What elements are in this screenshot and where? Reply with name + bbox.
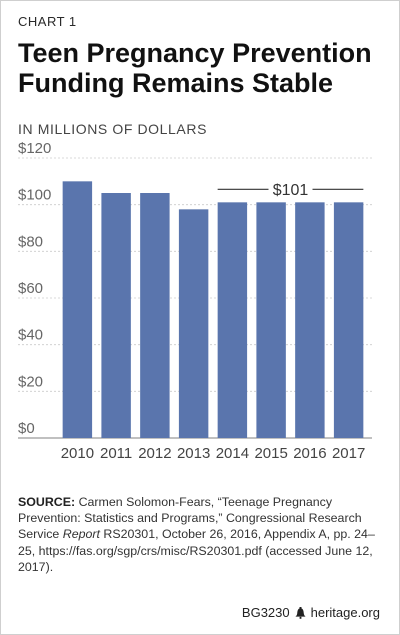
- x-tick-label: 2014: [216, 445, 249, 462]
- y-tick-label: $80: [18, 233, 43, 250]
- bar: [217, 202, 248, 438]
- bar: [140, 193, 170, 438]
- site-name: heritage.org: [310, 605, 380, 620]
- unit-label: IN MILLIONS OF DOLLARS: [18, 121, 208, 137]
- annotation-label: $101: [273, 182, 309, 199]
- y-tick-label: $40: [18, 327, 43, 344]
- y-tick-label: $20: [18, 373, 43, 390]
- source-label: SOURCE:: [18, 495, 76, 509]
- x-tick-label: 2015: [254, 445, 287, 462]
- bar: [178, 209, 209, 438]
- chart-title: Teen Pregnancy Prevention Funding Remain…: [18, 38, 388, 98]
- x-tick-label: 2016: [293, 445, 326, 462]
- x-tick-label: 2017: [332, 445, 365, 462]
- bar: [295, 202, 325, 438]
- y-tick-label: $60: [18, 280, 43, 297]
- liberty-bell-icon: [295, 606, 306, 619]
- report-id: BG3230: [241, 605, 290, 620]
- x-tick-label: 2011: [100, 445, 132, 462]
- chart-title-line-1: Teen Pregnancy Prevention: [18, 38, 372, 68]
- x-tick-label: 2012: [138, 445, 171, 462]
- chart-number: CHART 1: [18, 14, 77, 29]
- bar: [101, 193, 131, 438]
- bar: [62, 181, 93, 439]
- chart-title-line-2: Funding Remains Stable: [18, 68, 334, 98]
- y-tick-label: $100: [18, 187, 51, 204]
- source-text-1: Carmen Solomon-Fears, “Teenage Pregnancy…: [18, 495, 362, 542]
- y-tick-label: $120: [18, 140, 51, 157]
- source-text-italic: Report: [62, 527, 100, 542]
- footer: BG3230 heritage.org: [242, 605, 380, 620]
- x-tick-label: 2010: [61, 445, 94, 462]
- source-text-2: RS20301, October 26, 2016, Appendix A, p…: [18, 527, 375, 574]
- source-note: SOURCE: Carmen Solomon-Fears, “Teenage P…: [18, 494, 386, 575]
- bar-chart: $0 $20 $40 $60 $80 $100 $120 2010 2011 2012 2013 20…: [18, 140, 372, 462]
- bar: [333, 202, 364, 438]
- bar: [256, 202, 286, 438]
- x-tick-label: 2013: [177, 445, 210, 462]
- y-tick-label: $0: [18, 420, 35, 437]
